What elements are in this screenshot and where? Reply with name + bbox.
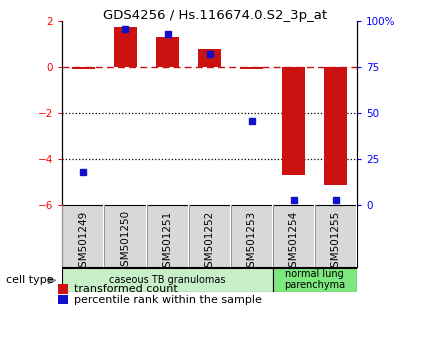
- Text: caseous TB granulomas: caseous TB granulomas: [109, 275, 226, 285]
- Bar: [240, 67, 263, 69]
- Bar: [198, 49, 221, 67]
- Text: GSM501254: GSM501254: [289, 210, 299, 274]
- Bar: [156, 37, 179, 67]
- Bar: [62, 268, 273, 292]
- Bar: [282, 67, 305, 175]
- Text: normal lung
parenchyma: normal lung parenchyma: [284, 269, 345, 291]
- Text: GSM501253: GSM501253: [247, 210, 257, 274]
- Bar: [114, 27, 137, 67]
- Text: GSM501251: GSM501251: [163, 210, 172, 274]
- Text: GSM501252: GSM501252: [205, 210, 215, 274]
- Text: percentile rank within the sample: percentile rank within the sample: [74, 295, 262, 305]
- Bar: [72, 67, 95, 69]
- Bar: [324, 67, 347, 185]
- Text: GSM501249: GSM501249: [78, 210, 89, 274]
- Text: cell type: cell type: [6, 275, 54, 285]
- Text: GSM501255: GSM501255: [331, 210, 341, 274]
- Bar: [273, 268, 357, 292]
- Text: transformed count: transformed count: [74, 284, 178, 294]
- Text: GSM501250: GSM501250: [120, 210, 130, 273]
- Text: GDS4256 / Hs.116674.0.S2_3p_at: GDS4256 / Hs.116674.0.S2_3p_at: [103, 9, 327, 22]
